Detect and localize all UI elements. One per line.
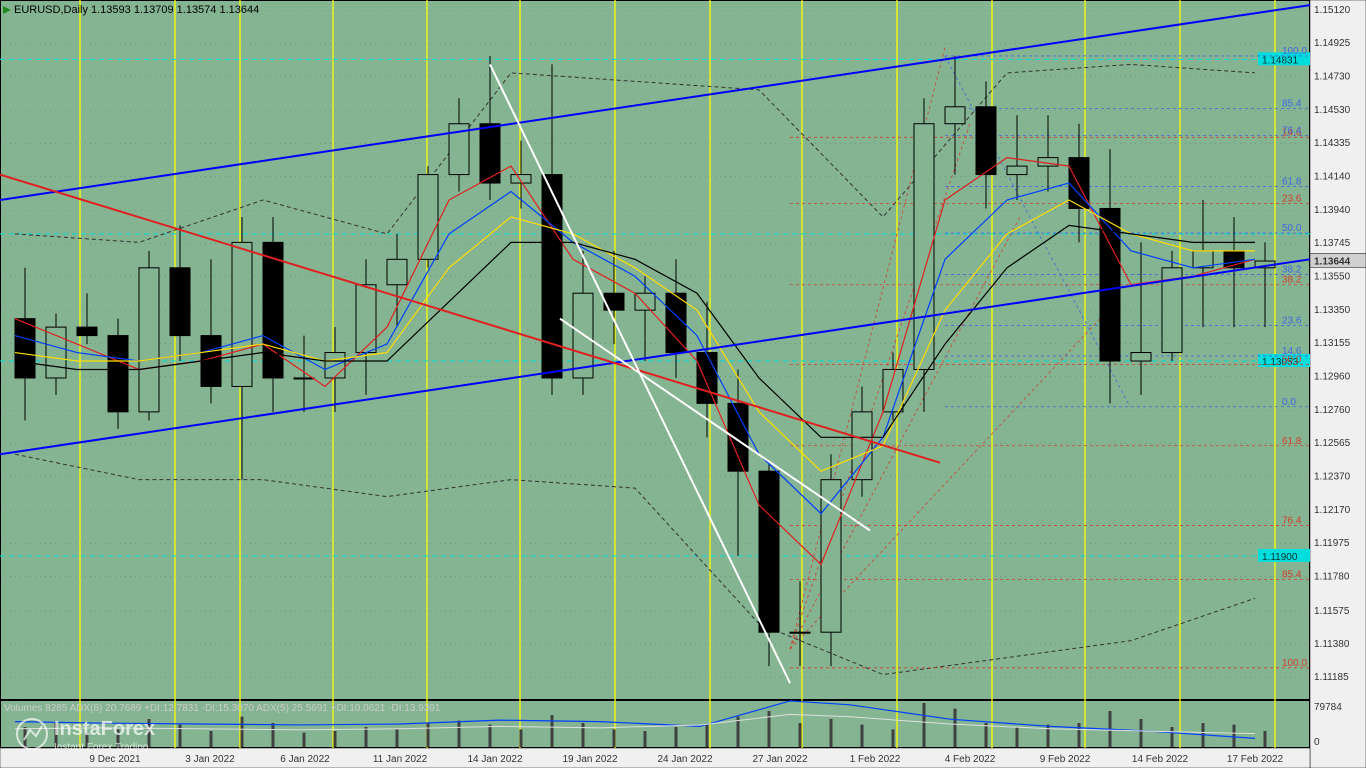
svg-text:19 Jan 2022: 19 Jan 2022 [562,754,617,765]
svg-text:24 Jan 2022: 24 Jan 2022 [657,754,712,765]
svg-text:61.8: 61.8 [1282,436,1302,447]
svg-text:1.12760: 1.12760 [1314,405,1351,416]
svg-text:1.12370: 1.12370 [1314,471,1351,482]
svg-text:38.2: 38.2 [1282,275,1302,286]
svg-text:1.11780: 1.11780 [1314,571,1350,582]
svg-text:1.13550: 1.13550 [1314,271,1351,282]
svg-text:1.13940: 1.13940 [1314,205,1351,216]
svg-text:1.11380: 1.11380 [1314,639,1350,650]
svg-text:1.11900: 1.11900 [1262,552,1298,563]
svg-text:1.13745: 1.13745 [1314,238,1351,249]
svg-text:14.6: 14.6 [1282,346,1302,357]
svg-text:1.12960: 1.12960 [1314,371,1351,382]
svg-text:79784: 79784 [1314,702,1342,713]
svg-text:1.14140: 1.14140 [1314,171,1351,182]
svg-text:1.11575: 1.11575 [1314,606,1350,617]
svg-text:1.14925: 1.14925 [1314,38,1351,49]
svg-text:61.8: 61.8 [1282,176,1302,187]
svg-text:11 Jan 2022: 11 Jan 2022 [373,754,428,765]
svg-text:50.0: 50.0 [1282,223,1302,234]
svg-text:1.11975: 1.11975 [1314,538,1350,549]
svg-text:Instant Forex Trading: Instant Forex Trading [54,742,149,753]
svg-text:76.4: 76.4 [1282,126,1302,137]
svg-text:1.11185: 1.11185 [1314,672,1349,683]
svg-text:85.4: 85.4 [1282,98,1302,109]
svg-text:6 Jan 2022: 6 Jan 2022 [280,754,330,765]
svg-text:14 Feb 2022: 14 Feb 2022 [1132,754,1189,765]
svg-text:0.0: 0.0 [1282,397,1296,408]
svg-text:1 Feb 2022: 1 Feb 2022 [850,754,901,765]
svg-text:1.14335: 1.14335 [1314,138,1351,149]
svg-text:85.4: 85.4 [1282,570,1302,581]
svg-text:38.2: 38.2 [1282,265,1302,276]
svg-text:14 Jan 2022: 14 Jan 2022 [467,754,522,765]
svg-text:100.0: 100.0 [1282,658,1307,669]
svg-text:1.14530: 1.14530 [1314,105,1351,116]
svg-text:27 Jan 2022: 27 Jan 2022 [752,754,807,765]
svg-text:1.15120: 1.15120 [1314,5,1351,16]
svg-text:3 Jan 2022: 3 Jan 2022 [185,754,235,765]
svg-text:4 Feb 2022: 4 Feb 2022 [945,754,996,765]
svg-text:0: 0 [1314,737,1320,748]
svg-text:EURUSD,Daily 1.13593 1.13709: EURUSD,Daily 1.13593 1.13709 1.13574 1.1… [14,4,259,16]
svg-text:Volumes 8285 ADX(8) 20.7689: Volumes 8285 ADX(8) 20.7689 +DI:12.7831 … [4,703,441,714]
svg-text:1.12565: 1.12565 [1314,438,1351,449]
svg-text:1.14730: 1.14730 [1314,71,1351,82]
svg-text:23.6: 23.6 [1282,193,1302,204]
svg-text:InstaForex: InstaForex [54,718,155,740]
svg-text:1.12170: 1.12170 [1314,505,1351,516]
svg-text:1.13350: 1.13350 [1314,305,1351,316]
svg-text:1.14831: 1.14831 [1262,55,1299,66]
svg-text:100.0: 100.0 [1282,46,1307,57]
svg-text:17 Feb 2022: 17 Feb 2022 [1227,754,1284,765]
svg-text:9 Feb 2022: 9 Feb 2022 [1040,754,1091,765]
svg-text:1.13644: 1.13644 [1314,256,1351,267]
chart-canvas: 1.11185 1.11380 1.11575 1.11780 1.11975 1.121… [0,0,1366,768]
svg-text:76.4: 76.4 [1282,515,1302,526]
svg-text:23.6: 23.6 [1282,315,1302,326]
svg-text:1.13155: 1.13155 [1314,338,1351,349]
svg-text:9 Dec 2021: 9 Dec 2021 [89,754,141,765]
forex-chart: 1.11185 1.11380 1.11575 1.11780 1.11975 1.121… [0,0,1366,768]
